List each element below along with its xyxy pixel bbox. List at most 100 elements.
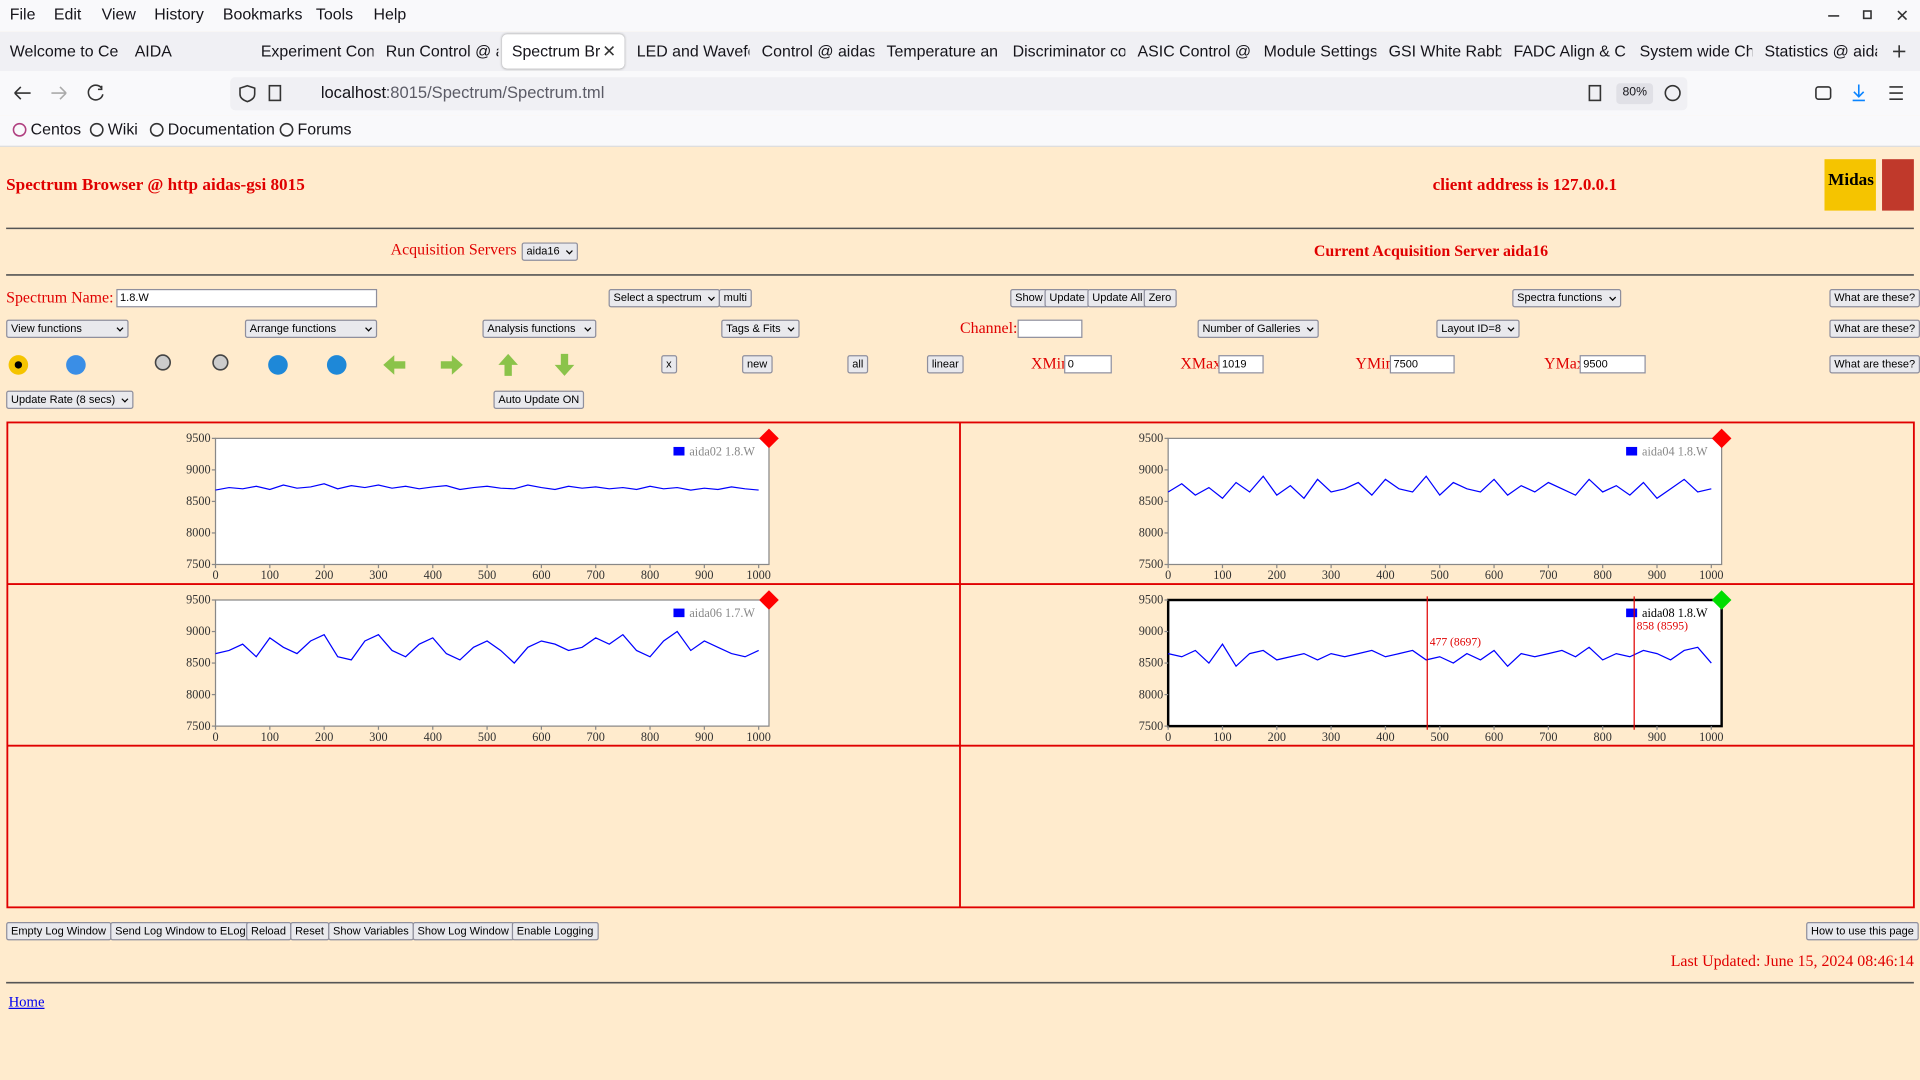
- tab-title[interactable]: System wide Ch: [1640, 42, 1753, 60]
- x-tick-label: 900: [1648, 568, 1666, 582]
- input[interactable]: 0: [1064, 355, 1112, 373]
- button[interactable]: Reset: [290, 922, 329, 940]
- x-tick-label: 600: [1485, 730, 1503, 744]
- x-tick-label: 900: [1648, 730, 1666, 744]
- input[interactable]: 9500: [1580, 355, 1646, 373]
- y-tick-label: 9000: [1139, 463, 1163, 477]
- bookmark[interactable]: Centos: [31, 120, 81, 138]
- button[interactable]: linear: [927, 355, 964, 373]
- x-tick-label: 600: [532, 568, 550, 582]
- url-path[interactable]: :8015/Spectrum/Spectrum.tml: [386, 83, 605, 101]
- input[interactable]: 1.8.W: [116, 289, 377, 307]
- y-tick-label: 7500: [186, 557, 210, 571]
- input[interactable]: [1018, 320, 1083, 338]
- menu-item[interactable]: Tools: [316, 5, 353, 23]
- label: YMin: [1356, 354, 1394, 374]
- dropdown[interactable]: Analysis functions: [482, 320, 596, 338]
- legend-swatch: [1626, 609, 1637, 618]
- button[interactable]: Enable Logging: [512, 922, 598, 940]
- x-tick-label: 800: [1594, 730, 1612, 744]
- button[interactable]: Update All: [1087, 289, 1147, 307]
- x-tick-label: 1000: [746, 730, 770, 744]
- tab-title[interactable]: Experiment Con: [261, 42, 374, 60]
- x-tick-label: 300: [369, 568, 387, 582]
- button[interactable]: Show Log Window: [413, 922, 514, 940]
- tab-title[interactable]: Temperature an: [887, 42, 1000, 60]
- bookmark[interactable]: Documentation: [168, 120, 275, 138]
- button[interactable]: What are these?: [1829, 355, 1920, 373]
- tab-title[interactable]: Control @ aidas: [762, 42, 875, 60]
- button[interactable]: Show: [1010, 289, 1047, 307]
- tab-title[interactable]: Run Control @ a: [386, 42, 499, 60]
- plot-area: [216, 438, 769, 564]
- home-link[interactable]: Home: [9, 993, 45, 1011]
- tab-title[interactable]: GSI White Rabbi: [1389, 42, 1502, 60]
- button[interactable]: x: [661, 355, 676, 373]
- dropdown[interactable]: View functions: [6, 320, 128, 338]
- dropdown[interactable]: Arrange functions: [245, 320, 377, 338]
- dropdown[interactable]: Update Rate (8 secs): [6, 391, 133, 409]
- button[interactable]: new: [742, 355, 772, 373]
- x-tick-label: 400: [424, 730, 442, 744]
- url-host[interactable]: localhost: [321, 83, 386, 101]
- menu-item[interactable]: File: [10, 5, 36, 23]
- tab-title[interactable]: Welcome to Ce: [10, 42, 123, 60]
- input[interactable]: 1019: [1218, 355, 1263, 373]
- tab-title[interactable]: ASIC Control @: [1138, 42, 1251, 60]
- zoom-level[interactable]: 80%: [1622, 86, 1647, 99]
- menu-item[interactable]: History: [154, 5, 204, 23]
- x-tick-label: 300: [1322, 568, 1340, 582]
- dropdown[interactable]: Tags & Fits: [721, 320, 799, 338]
- tab-title[interactable]: Spectrum Bro: [512, 42, 600, 60]
- y-tick-label: 9000: [186, 463, 210, 477]
- x-tick-label: 700: [587, 730, 605, 744]
- menu-item[interactable]: Edit: [54, 5, 81, 23]
- bookmark[interactable]: Wiki: [108, 120, 138, 138]
- marker-label: 858 (8595): [1637, 619, 1688, 632]
- button[interactable]: Auto Update ON: [493, 391, 584, 409]
- button[interactable]: Update: [1044, 289, 1089, 307]
- button[interactable]: multi: [719, 289, 752, 307]
- button[interactable]: all: [847, 355, 868, 373]
- tab-title[interactable]: Discriminator co: [1013, 42, 1126, 60]
- y-tick-label: 9000: [1139, 624, 1163, 638]
- server-select[interactable]: aida16: [522, 242, 578, 260]
- button[interactable]: Show Variables: [328, 922, 414, 940]
- button[interactable]: Zero: [1144, 289, 1176, 307]
- button[interactable]: Empty Log Window: [6, 922, 111, 940]
- tab-title[interactable]: FADC Align & C: [1513, 42, 1626, 60]
- tab-title[interactable]: LED and Wavefo: [637, 42, 750, 60]
- dropdown[interactable]: Layout ID=8: [1436, 320, 1519, 338]
- x-tick-label: 300: [1322, 730, 1340, 744]
- x-tick-label: 400: [1376, 568, 1394, 582]
- menu-item[interactable]: Bookmarks: [223, 5, 303, 23]
- page-title: Spectrum Browser @ http aidas-gsi 8015: [6, 176, 305, 196]
- x-tick-label: 400: [424, 568, 442, 582]
- button[interactable]: How to use this page: [1806, 922, 1919, 940]
- button[interactable]: What are these?: [1829, 320, 1920, 338]
- dropdown[interactable]: Number of Galleries: [1198, 320, 1319, 338]
- x-tick-label: 100: [261, 730, 279, 744]
- dropdown[interactable]: Spectra functions: [1512, 289, 1620, 307]
- legend-swatch: [1626, 447, 1637, 456]
- tab-title[interactable]: AIDA: [135, 42, 248, 60]
- x-tick-label: 0: [212, 568, 218, 582]
- bookmark[interactable]: Forums: [298, 120, 352, 138]
- dropdown[interactable]: Select a spectrum: [609, 289, 720, 307]
- x-tick-label: 800: [641, 568, 659, 582]
- x-tick-label: 100: [1213, 730, 1231, 744]
- tab-title[interactable]: Statistics @ aida: [1764, 42, 1877, 60]
- button[interactable]: Send Log Window to ELog: [110, 922, 250, 940]
- x-tick-label: 600: [532, 730, 550, 744]
- button[interactable]: What are these?: [1829, 289, 1920, 307]
- x-tick-label: 200: [315, 730, 333, 744]
- x-tick-label: 1000: [1699, 568, 1723, 582]
- tab-title[interactable]: Module Settings: [1264, 42, 1377, 60]
- menu-item[interactable]: Help: [373, 5, 406, 23]
- y-tick-label: 7500: [186, 719, 210, 733]
- input[interactable]: 7500: [1390, 355, 1455, 373]
- button[interactable]: Reload: [246, 922, 291, 940]
- y-tick-label: 9500: [1139, 593, 1163, 607]
- menu-item[interactable]: View: [102, 5, 136, 23]
